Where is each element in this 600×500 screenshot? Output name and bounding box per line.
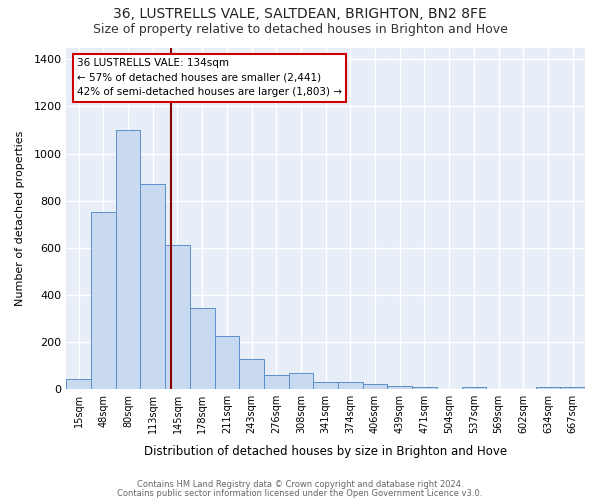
Bar xyxy=(363,384,388,389)
Bar xyxy=(289,373,313,389)
Bar xyxy=(190,308,215,389)
Text: 36 LUSTRELLS VALE: 134sqm
← 57% of detached houses are smaller (2,441)
42% of se: 36 LUSTRELLS VALE: 134sqm ← 57% of detac… xyxy=(77,58,341,98)
Text: Contains public sector information licensed under the Open Government Licence v3: Contains public sector information licen… xyxy=(118,488,482,498)
Bar xyxy=(239,358,264,389)
Bar xyxy=(536,387,560,389)
Bar xyxy=(461,387,486,389)
Bar xyxy=(338,382,363,389)
Text: Contains HM Land Registry data © Crown copyright and database right 2024.: Contains HM Land Registry data © Crown c… xyxy=(137,480,463,489)
Bar xyxy=(140,184,165,389)
Text: Size of property relative to detached houses in Brighton and Hove: Size of property relative to detached ho… xyxy=(92,22,508,36)
X-axis label: Distribution of detached houses by size in Brighton and Hove: Distribution of detached houses by size … xyxy=(144,444,507,458)
Bar xyxy=(165,246,190,389)
Bar xyxy=(91,212,116,389)
Bar xyxy=(560,387,585,389)
Y-axis label: Number of detached properties: Number of detached properties xyxy=(15,130,25,306)
Bar xyxy=(116,130,140,389)
Bar xyxy=(215,336,239,389)
Text: 36, LUSTRELLS VALE, SALTDEAN, BRIGHTON, BN2 8FE: 36, LUSTRELLS VALE, SALTDEAN, BRIGHTON, … xyxy=(113,8,487,22)
Bar xyxy=(67,378,91,389)
Bar xyxy=(264,375,289,389)
Bar xyxy=(412,387,437,389)
Bar xyxy=(388,386,412,389)
Bar xyxy=(313,382,338,389)
